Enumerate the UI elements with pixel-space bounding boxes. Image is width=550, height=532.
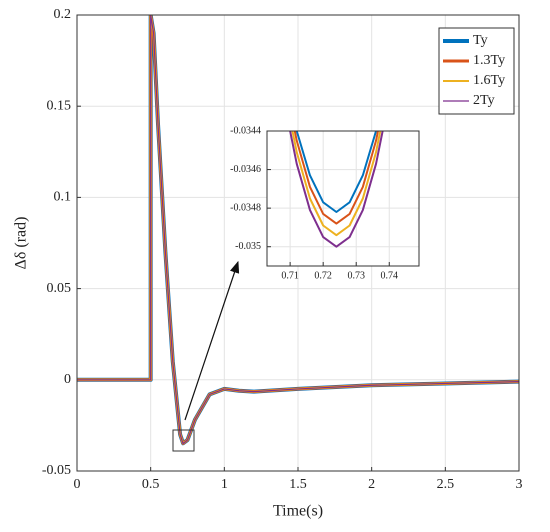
y-tick-label: -0.0344 xyxy=(230,125,261,136)
axes-frame xyxy=(266,130,420,267)
x-tick-label: 2 xyxy=(368,477,375,492)
y-tick-label: -0.0348 xyxy=(230,202,261,213)
legend-label: 2Ty xyxy=(473,93,495,108)
axes-frame xyxy=(76,14,520,472)
x-tick-label: 1 xyxy=(221,477,228,492)
series-line xyxy=(293,131,380,225)
y-tick-label: -0.035 xyxy=(235,241,261,252)
plot-area xyxy=(267,131,419,266)
x-tick-label: 0.5 xyxy=(142,477,160,492)
series-group xyxy=(77,15,519,446)
x-tick-label: 0.73 xyxy=(347,270,365,281)
x-tick-label: 0.74 xyxy=(381,270,399,281)
y-tick-label: 0.2 xyxy=(54,7,72,22)
x-axis-label: Time(s) xyxy=(273,503,323,520)
y-tick-label: -0.0346 xyxy=(230,164,261,175)
x-tick-label: 0 xyxy=(74,477,81,492)
legend-label: 1.6Ty xyxy=(473,73,505,88)
series-line xyxy=(77,15,519,445)
y-tick-label: 0.1 xyxy=(54,190,72,205)
y-tick-label: -0.05 xyxy=(42,463,71,478)
legend-label: 1.3Ty xyxy=(473,53,505,68)
series-group xyxy=(289,131,384,248)
y-tick-label: 0.05 xyxy=(47,281,72,296)
y-tick-label: 0.15 xyxy=(47,98,72,113)
x-tick-label: 0.71 xyxy=(281,270,299,281)
series-line xyxy=(295,131,378,213)
legend-label: Ty xyxy=(473,33,488,48)
y-axis-label: Δδ (rad) xyxy=(13,217,30,270)
series-line xyxy=(291,131,382,237)
x-tick-label: 0.72 xyxy=(314,270,332,281)
zoom-arrow xyxy=(184,260,240,421)
x-tick-label: 3 xyxy=(516,477,523,492)
x-tick-label: 1.5 xyxy=(289,477,307,492)
zoom-box xyxy=(172,429,195,452)
x-tick-label: 2.5 xyxy=(437,477,455,492)
series-line xyxy=(289,131,384,248)
y-tick-label: 0 xyxy=(64,372,71,387)
